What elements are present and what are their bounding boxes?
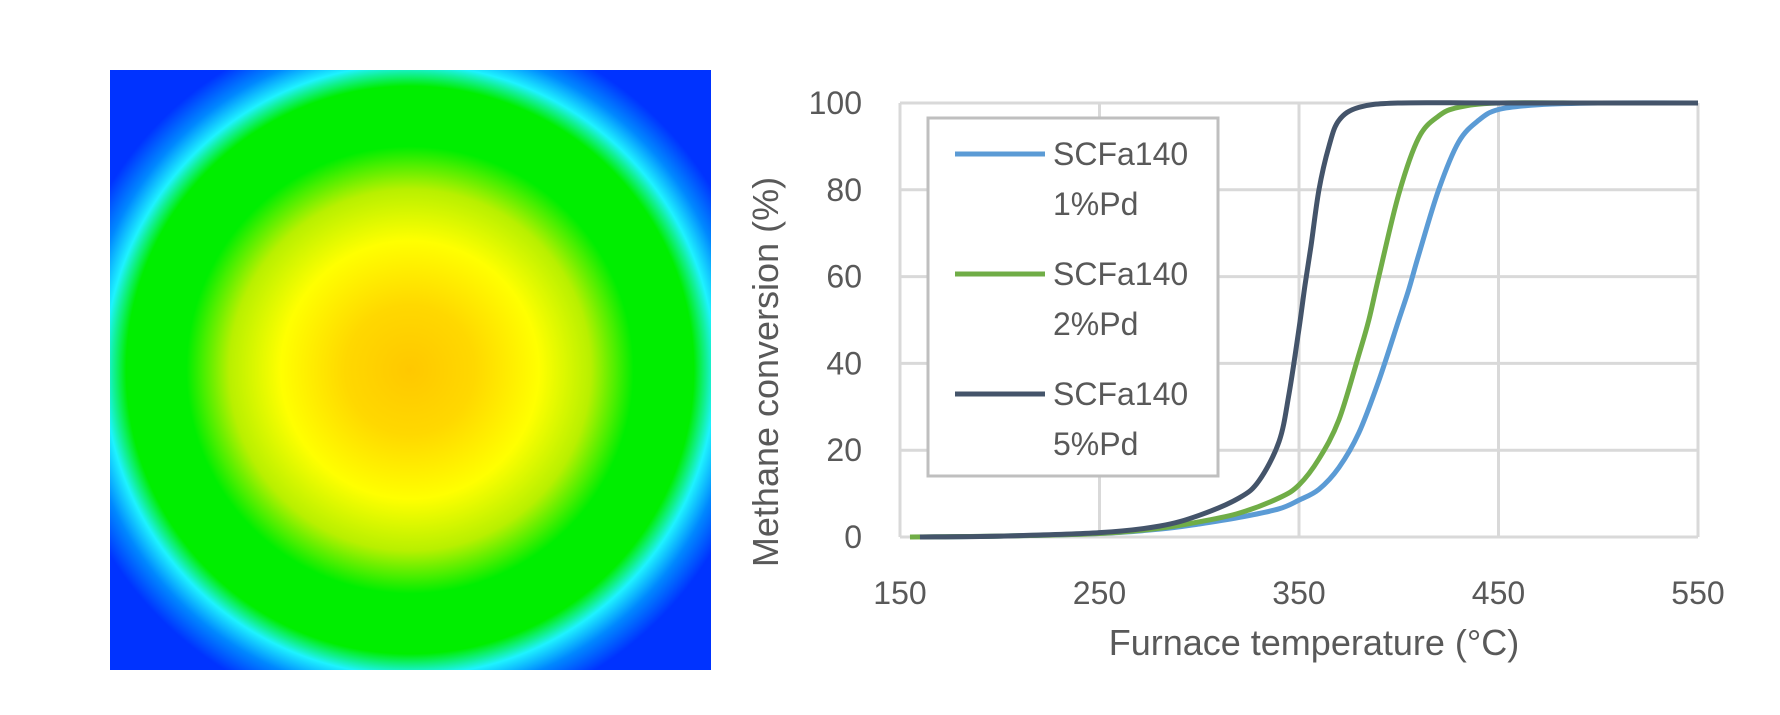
series-lines (909, 100, 1699, 540)
legend-label-0: SCFa140 (1053, 136, 1188, 172)
x-tick-label: 250 (1073, 575, 1126, 611)
y-tick-label: 60 (826, 259, 862, 295)
y-tick-label: 20 (826, 432, 862, 468)
heatmap-field (110, 70, 711, 670)
x-tick-label: 150 (873, 575, 926, 611)
x-tick-label: 550 (1671, 575, 1724, 611)
x-axis-title: Furnace temperature (°C) (1109, 622, 1520, 663)
y-tick-label: 0 (844, 519, 862, 555)
legend-box (926, 116, 1220, 478)
y-tick-label: 100 (809, 85, 862, 121)
legend-label-1: 2%Pd (1053, 306, 1138, 342)
heatmap-image (110, 70, 711, 670)
legend-label-0: 1%Pd (1053, 186, 1138, 222)
series-line-2 (919, 100, 1698, 540)
legend-label-2: SCFa140 (1053, 376, 1188, 412)
legend-label-1: SCFa140 (1053, 256, 1188, 292)
x-tick-labels: 150 250 350 450 550 (873, 575, 1724, 611)
y-tick-labels: 0 20 40 60 80 100 (809, 85, 862, 555)
y-axis-title: Methane conversion (%) (745, 177, 786, 567)
y-tick-label: 40 (826, 345, 862, 381)
legend-label-2: 5%Pd (1053, 426, 1138, 462)
legend: SCFa140 1%Pd SCFa140 2%Pd SCFa140 5%Pd (926, 116, 1220, 478)
x-tick-label: 350 (1272, 575, 1325, 611)
x-tick-label: 450 (1472, 575, 1525, 611)
y-tick-label: 80 (826, 172, 862, 208)
